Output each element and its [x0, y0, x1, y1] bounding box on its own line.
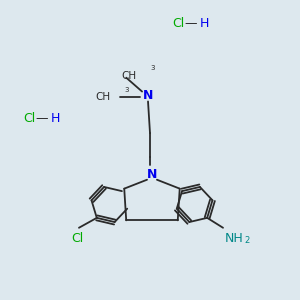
Text: H: H	[200, 17, 209, 30]
Text: CH: CH	[121, 71, 136, 81]
Text: 3: 3	[124, 86, 129, 92]
Text: H: H	[51, 112, 60, 125]
Text: NH: NH	[225, 232, 244, 245]
Text: N: N	[147, 168, 157, 181]
Text: 3: 3	[150, 65, 154, 71]
Text: —: —	[36, 112, 48, 125]
Text: —: —	[184, 17, 197, 30]
Text: Cl: Cl	[23, 112, 35, 125]
Text: CH: CH	[95, 92, 110, 103]
Text: 2: 2	[245, 236, 250, 245]
Text: Cl: Cl	[71, 232, 83, 245]
Text: Cl: Cl	[172, 17, 184, 30]
Text: N: N	[143, 89, 153, 102]
